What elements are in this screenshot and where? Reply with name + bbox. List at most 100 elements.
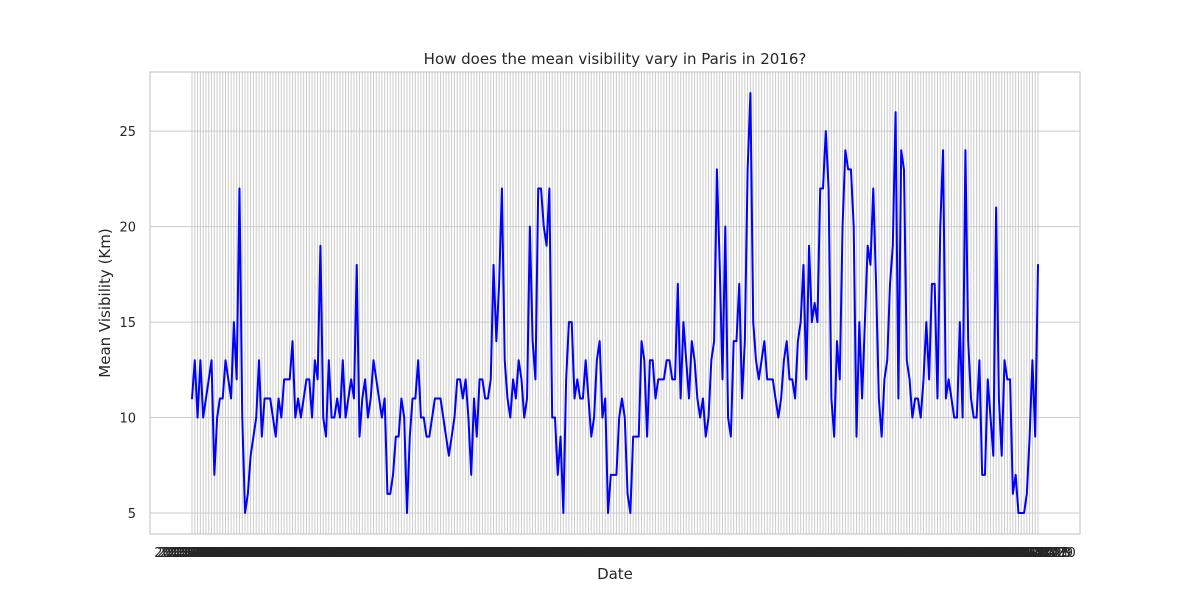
x-tick-label: 2016-05-01	[492, 546, 568, 561]
x-tick-label: 2016-03-20	[375, 546, 451, 561]
x-tick-label: 2016-07-21	[718, 546, 794, 561]
x-tick-label: 2016-10-06	[933, 546, 1009, 561]
x-tick-label: 2016-07-14	[699, 546, 775, 561]
x-tick-label: 2016-05-29	[570, 546, 646, 561]
x-tick-label: 2016-06-17	[623, 546, 699, 561]
x-tick-label: 2016-09-02	[838, 546, 914, 561]
x-tick-label: 2016-08-01	[749, 546, 825, 561]
x-tick-label: 2016-10-30	[1000, 546, 1076, 561]
x-tick-label: 2016-09-29	[914, 546, 990, 561]
x-tick-label: 2016-10-01	[919, 546, 995, 561]
x-tick-label: 2016-09-23	[897, 546, 973, 561]
x-tick-label: 2016-10-25	[986, 546, 1062, 561]
x-tick-label: 2016-04-20	[461, 546, 537, 561]
x-tick-label: 2016-03-31	[406, 546, 482, 561]
x-tick-label: 2016-05-31	[576, 546, 652, 561]
x-tick-label: 2016-04-25	[475, 546, 551, 561]
x-tick-label: 2016-07-28	[738, 546, 814, 561]
x-tick-label: 2016-08-06	[763, 546, 839, 561]
x-tick-label: 2016-02-19	[291, 546, 367, 561]
x-tick-label: 2016-05-22	[551, 546, 627, 561]
x-tick-label: 2016-07-26	[732, 546, 808, 561]
x-tick-label: 2016-06-29	[657, 546, 733, 561]
x-tick-label: 2016-01-13	[188, 546, 264, 561]
x-tick-label: 2016-03-30	[403, 546, 479, 561]
x-tick-label: 2016-02-11	[269, 546, 345, 561]
x-tick-label: 2016-05-27	[565, 546, 641, 561]
x-tick-label: 2016-07-31	[746, 546, 822, 561]
x-tick-label: 2016-10-10	[944, 546, 1020, 561]
x-tick-label: 2016-03-05	[333, 546, 409, 561]
x-tick-label: 2016-02-07	[258, 546, 334, 561]
x-tick-label: 2016-10-02	[922, 546, 998, 561]
x-tick-label: 2016-09-09	[858, 546, 934, 561]
x-tick-label: 2016-07-05	[674, 546, 750, 561]
x-tick-label: 2016-10-15	[958, 546, 1034, 561]
x-tick-label: 2016-06-05	[590, 546, 666, 561]
x-tick-label: 2016-04-13	[442, 546, 518, 561]
x-tick-label: 2016-06-02	[581, 546, 657, 561]
x-tick-label: 2016-01-22	[213, 546, 289, 561]
x-tick-label: 2016-05-25	[559, 546, 635, 561]
x-tick-label: 2016-07-23	[724, 546, 800, 561]
x-tick-label: 2016-05-05	[503, 546, 579, 561]
x-tick-label: 2016-08-03	[755, 546, 831, 561]
x-tick-label: 2016-01-29	[232, 546, 308, 561]
x-tick-label: 2016-04-07	[425, 546, 501, 561]
x-tick-label: 2016-07-07	[679, 546, 755, 561]
y-tick-label: 20	[119, 221, 136, 236]
series-line	[191, 92, 1039, 514]
x-tick-label: 2016-03-25	[389, 546, 465, 561]
x-tick-label: 2016-10-19	[970, 546, 1046, 561]
x-tick-label: 2016-08-10	[774, 546, 850, 561]
x-tick-label: 2016-09-10	[861, 546, 937, 561]
x-tick-label: 2016-08-04	[757, 546, 833, 561]
x-tick-labels: 2016-01-012016-01-022016-01-032016-01-04…	[154, 546, 1076, 561]
x-tick-label: 2016-04-05	[419, 546, 495, 561]
x-tick-label: 2016-10-05	[930, 546, 1006, 561]
x-tick-label: 2016-08-07	[766, 546, 842, 561]
x-tick-label: 2016-07-16	[704, 546, 780, 561]
x-tick-label: 2016-03-22	[380, 546, 456, 561]
x-tick-label: 2016-04-12	[439, 546, 515, 561]
x-tick-label: 2016-02-09	[263, 546, 339, 561]
y-tick-labels: 5 10 15 20 25	[119, 125, 136, 522]
x-tick-label: 2016-02-13	[274, 546, 350, 561]
x-tick-label: 2016-06-13	[612, 546, 688, 561]
x-tick-label: 2016-09-24	[900, 546, 976, 561]
x-tick-label: 2016-02-03	[246, 546, 322, 561]
x-tick-label: 2016-07-01	[662, 546, 738, 561]
x-tick-label: 2016-06-26	[648, 546, 724, 561]
plot-background	[150, 72, 1080, 534]
x-tick-label: 2016-02-01	[241, 546, 317, 561]
x-tick-label: 2016-07-02	[665, 546, 741, 561]
x-tick-label: 2016-10-03	[925, 546, 1001, 561]
x-tick-label: 2016-09-27	[908, 546, 984, 561]
x-tick-label: 2016-08-13	[782, 546, 858, 561]
x-tick-label: 2016-04-29	[486, 546, 562, 561]
x-tick-label: 2016-08-28	[824, 546, 900, 561]
x-tick-label: 2016-01-05	[165, 546, 241, 561]
y-tick-label: 5	[128, 507, 136, 522]
x-tick-label: 2016-06-25	[646, 546, 722, 561]
x-tick-label: 2016-07-30	[743, 546, 819, 561]
x-tick-label: 2016-10-24	[983, 546, 1059, 561]
x-tick-label: 2016-07-15	[701, 546, 777, 561]
x-tick-label: 2016-03-08	[341, 546, 417, 561]
x-tick-label: 2016-05-04	[500, 546, 576, 561]
x-tick-label: 2016-01-27	[227, 546, 303, 561]
y-grid-lines	[150, 130, 1080, 514]
y-tick-label: 15	[119, 316, 136, 331]
x-tick-label: 2016-03-17	[366, 546, 442, 561]
x-tick-label: 2016-03-03	[327, 546, 403, 561]
x-tick-label: 2016-02-04	[249, 546, 325, 561]
x-tick-label: 2016-05-13	[526, 546, 602, 561]
x-tick-label: 2016-04-28	[484, 546, 560, 561]
x-tick-label: 2016-05-15	[531, 546, 607, 561]
x-tick-label: 2016-02-22	[299, 546, 375, 561]
x-tick-label: 2016-02-27	[313, 546, 389, 561]
x-tick-label: 2016-06-03	[584, 546, 660, 561]
x-tick-label: 2016-01-21	[210, 546, 286, 561]
x-tick-label: 2016-01-23	[216, 546, 292, 561]
